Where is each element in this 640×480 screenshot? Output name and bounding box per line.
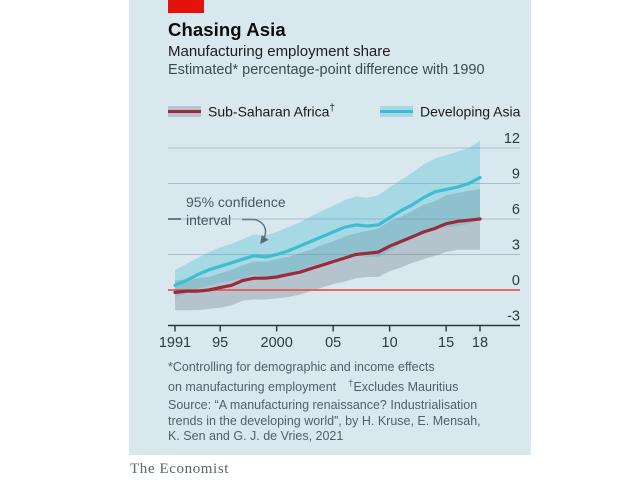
annotation-dash [168, 218, 181, 220]
y-tick-label: 3 [512, 238, 520, 254]
source-line: Source: “A manufacturing renaissance? In… [168, 398, 478, 413]
africa-band-swatch-icon [168, 105, 201, 117]
chart: 1991 95 2000 05 10 15 18 12 9 6 3 0 -3 [159, 131, 520, 351]
confidence-interval-annotation: 95% confidence interval [186, 194, 286, 229]
y-tick-label: 0 [512, 273, 520, 289]
x-tick-label: 10 [382, 335, 398, 351]
source-line: K. Sen and G. J. de Vries, 2021 [168, 429, 344, 444]
red-tag [168, 0, 204, 13]
series-line-asia [173, 175, 482, 287]
x-tick-label: 1991 [159, 335, 191, 351]
x-tick-label: 18 [472, 335, 488, 351]
source-line: trends in the developing world”, by H. K… [168, 413, 481, 428]
y-tick-label: 9 [512, 167, 520, 183]
y-tick-label: 12 [504, 131, 520, 147]
footnote-line: on manufacturing employment †Excludes Mau… [168, 377, 459, 394]
chart-units-note: Estimated* percentage-point difference w… [168, 62, 485, 78]
x-tick-label: 95 [212, 335, 228, 351]
footnotes: *Controlling for demographic and income … [168, 360, 481, 445]
legend-item-developing-asia: Developing Asia [379, 103, 521, 120]
legend-label-asia: Developing Asia [419, 103, 521, 120]
asia-line-icon [379, 109, 413, 114]
legend: Sub-Saharan Africa† Developing Asia [168, 103, 520, 120]
x-tick-label: 05 [325, 335, 341, 351]
series-line-africa [173, 217, 482, 294]
annotation-line-2: interval [186, 211, 232, 228]
page-title: Chasing Asia [168, 19, 286, 40]
x-tick-label: 15 [438, 335, 454, 351]
asia-band-swatch-icon [379, 105, 413, 117]
chart-subtitle: Manufacturing employment share [168, 43, 391, 60]
footnote-line: *Controlling for demographic and income … [168, 360, 435, 374]
brand: The Economist [130, 461, 230, 477]
africa-line-icon [168, 109, 201, 114]
y-tick-label: 6 [512, 202, 520, 218]
chart-card: Chasing Asia Manufacturing employment sh… [129, 0, 531, 455]
annotation-arrow [254, 218, 269, 245]
y-tick-label: -3 [507, 308, 520, 324]
legend-label-africa: Sub-Saharan Africa† [208, 103, 335, 120]
annotation-line-1: 95% confidence [186, 194, 286, 210]
legend-item-sub-saharan-africa: Sub-Saharan Africa† [168, 103, 335, 120]
x-tick-label: 2000 [261, 335, 293, 351]
